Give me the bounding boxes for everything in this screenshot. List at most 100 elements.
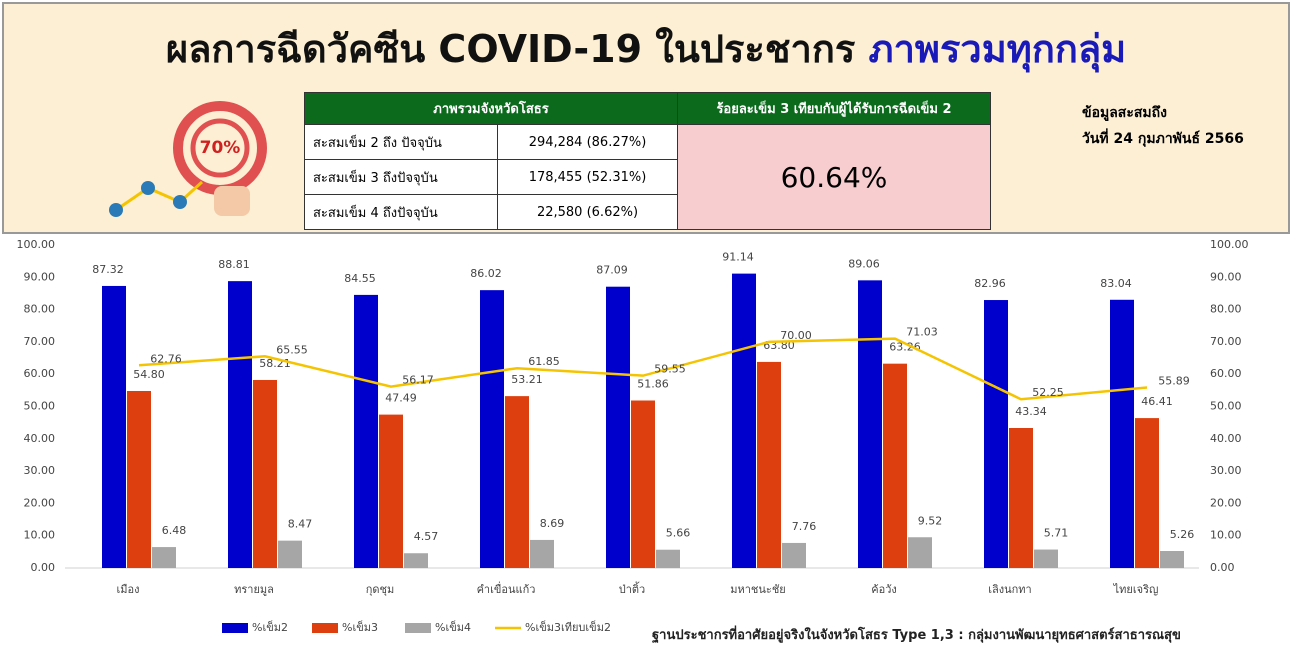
y-tick-label: 10.00 xyxy=(24,529,56,542)
data-label: 47.49 xyxy=(385,392,417,405)
bar xyxy=(505,396,529,568)
data-label: 5.26 xyxy=(1170,528,1195,541)
bar xyxy=(732,274,756,568)
data-label: 54.80 xyxy=(133,368,165,381)
row-label: สะสมเข็ม 4 ถึงปัจจุบัน xyxy=(305,195,498,230)
legend-label: %เข็ม3เทียบเข็ม2 xyxy=(525,620,611,634)
data-label: 59.55 xyxy=(654,363,686,376)
y-tick-label: 80.00 xyxy=(24,303,56,316)
bar xyxy=(782,543,806,568)
legend-label: %เข็ม4 xyxy=(435,620,471,634)
bar xyxy=(278,541,302,568)
bar xyxy=(152,547,176,568)
bar xyxy=(404,553,428,568)
highlight-value: 60.64% xyxy=(678,125,991,230)
data-label: 46.41 xyxy=(1141,395,1173,408)
y2-tick-label: 80.00 xyxy=(1210,303,1242,316)
y-tick-label: 40.00 xyxy=(24,432,56,445)
bar xyxy=(1034,550,1058,568)
data-label: 5.66 xyxy=(666,527,691,540)
row-label: สะสมเข็ม 3 ถึงปัจจุบัน xyxy=(305,160,498,195)
data-label: 8.47 xyxy=(288,518,313,531)
y2-tick-label: 0.00 xyxy=(1210,561,1235,574)
data-label: 55.89 xyxy=(1158,374,1190,387)
bar xyxy=(656,550,680,568)
icon-dot xyxy=(141,181,155,195)
row-label: สะสมเข็ม 2 ถึง ปัจจุบัน xyxy=(305,125,498,160)
row-value: 22,580 (6.62%) xyxy=(498,195,678,230)
data-label: 70.00 xyxy=(780,329,812,342)
legend-label: %เข็ม2 xyxy=(252,620,288,634)
data-label: 56.17 xyxy=(402,374,434,387)
data-label: 84.55 xyxy=(344,272,376,285)
data-label: 88.81 xyxy=(218,258,250,271)
data-label: 7.76 xyxy=(792,520,817,533)
bar xyxy=(631,400,655,568)
y-tick-label: 100.00 xyxy=(17,238,56,251)
y2-tick-label: 70.00 xyxy=(1210,335,1242,348)
x-tick-label: กุดชุม xyxy=(366,583,395,596)
data-label: 51.86 xyxy=(637,377,669,390)
legend-label: %เข็ม3 xyxy=(342,620,378,634)
bar xyxy=(530,540,554,568)
y2-tick-label: 100.00 xyxy=(1210,238,1249,251)
title-main: ผลการฉีดวัคซีน COVID-19 ในประชากร xyxy=(166,27,856,71)
bar xyxy=(1135,418,1159,568)
page: ผลการฉีดวัคซีน COVID-19 ในประชากร ภาพรวม… xyxy=(0,0,1292,652)
row-value: 294,284 (86.27%) xyxy=(498,125,678,160)
data-label: 83.04 xyxy=(1100,277,1132,290)
y-tick-label: 50.00 xyxy=(24,400,56,413)
y-tick-label: 60.00 xyxy=(24,367,56,380)
icon-label: 70% xyxy=(200,138,241,158)
bar xyxy=(984,300,1008,568)
x-tick-label: ค้อวัง xyxy=(871,583,897,596)
y-tick-label: 30.00 xyxy=(24,464,56,477)
data-label: 87.09 xyxy=(596,264,628,277)
bar xyxy=(858,280,882,568)
icon-line xyxy=(116,182,202,210)
y2-tick-label: 20.00 xyxy=(1210,496,1242,509)
y2-tick-label: 90.00 xyxy=(1210,270,1242,283)
title: ผลการฉีดวัคซีน COVID-19 ในประชากร ภาพรวม… xyxy=(4,18,1288,79)
note: ข้อมูลสะสมถึงวันที่ 24 กุมภาพันธ์ 2566 xyxy=(1082,100,1244,152)
x-tick-label: ป่าติ้ว xyxy=(619,581,645,596)
data-label: 5.71 xyxy=(1044,527,1069,540)
data-label: 6.48 xyxy=(162,524,187,537)
bar xyxy=(228,281,252,568)
data-label: 86.02 xyxy=(470,267,502,280)
y-tick-label: 20.00 xyxy=(24,496,56,509)
header: ผลการฉีดวัคซีน COVID-19 ในประชากร ภาพรวม… xyxy=(2,2,1290,234)
data-label: 89.06 xyxy=(848,257,880,270)
y2-tick-label: 10.00 xyxy=(1210,529,1242,542)
data-label: 87.32 xyxy=(92,263,124,276)
icon-dot xyxy=(173,195,187,209)
icon: 70% xyxy=(102,100,282,230)
bar xyxy=(757,362,781,568)
x-tick-label: ทรายมูล xyxy=(234,583,274,596)
x-tick-label: เลิงนกทา xyxy=(988,583,1031,596)
bar xyxy=(1110,300,1134,568)
y-tick-label: 0.00 xyxy=(31,561,56,574)
data-label: 4.57 xyxy=(414,530,439,543)
bar xyxy=(1160,551,1184,568)
row-value: 178,455 (52.31%) xyxy=(498,160,678,195)
bar xyxy=(253,380,277,568)
y-tick-label: 70.00 xyxy=(24,335,56,348)
bar xyxy=(908,537,932,568)
y2-tick-label: 60.00 xyxy=(1210,367,1242,380)
table-header: ภาพรวมจังหวัดโสธร xyxy=(305,93,678,125)
x-tick-label: เมือง xyxy=(117,583,140,596)
data-label: 61.85 xyxy=(528,355,560,368)
summary-table: ภาพรวมจังหวัดโสธรร้อยละเข็ม 3 เทียบกับผู… xyxy=(304,92,991,230)
data-label: 65.55 xyxy=(276,343,308,356)
bar xyxy=(883,364,907,568)
legend-swatch xyxy=(405,623,431,633)
y2-tick-label: 30.00 xyxy=(1210,464,1242,477)
data-label: 53.21 xyxy=(511,373,543,386)
x-tick-label: ไทยเจริญ xyxy=(1113,583,1159,596)
bar xyxy=(354,295,378,568)
chart: 0.00 10.00 20.00 30.00 40.00 50.00 60.00 70.00 8… xyxy=(0,232,1292,652)
footnote: ฐานประชากรที่อาศัยอยู่จริงในจังหวัดโสธร … xyxy=(652,624,1181,645)
data-label: 62.76 xyxy=(150,352,182,365)
data-label: 8.69 xyxy=(540,517,565,530)
